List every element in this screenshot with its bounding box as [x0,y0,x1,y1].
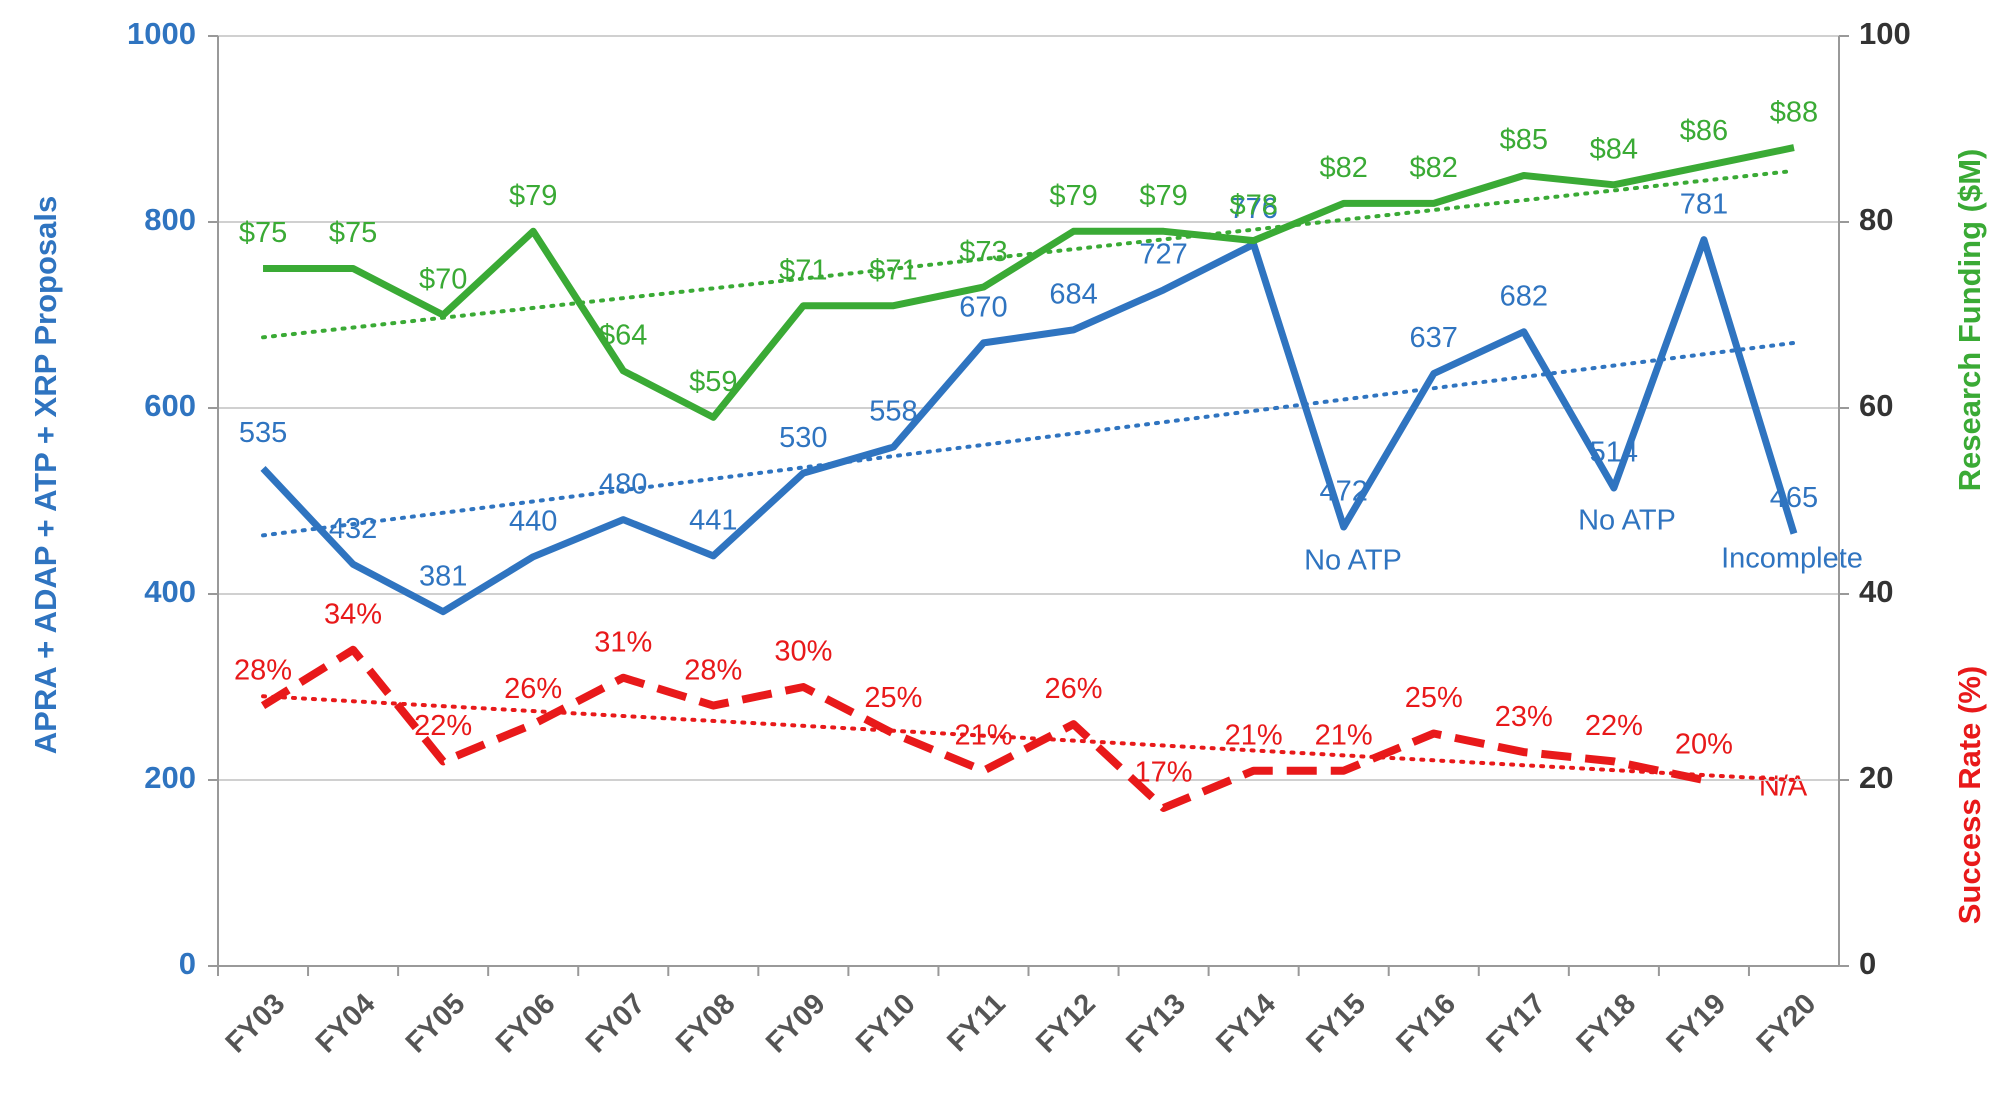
data-label: 21% [1315,719,1373,751]
x-tick-label: FY09 [760,988,832,1060]
data-label: 530 [779,422,827,454]
data-label: 25% [1405,682,1463,714]
data-label: 441 [689,505,737,537]
data-label: $86 [1680,115,1728,147]
data-line [260,645,1705,812]
y2-tick-label: 40 [1859,574,1893,609]
y-tick-label: 0 [179,946,196,981]
data-label: $82 [1410,152,1458,184]
data-label: 26% [1045,673,1103,705]
data-label: 682 [1500,280,1548,312]
data-label: $82 [1319,152,1367,184]
y2-tick-label: 80 [1859,202,1893,237]
data-label: 480 [599,468,647,500]
data-label: 31% [594,626,652,658]
data-label: 535 [239,417,287,449]
data-label: $84 [1590,133,1638,165]
data-label: $79 [1139,180,1187,212]
data-label: 670 [959,292,1007,324]
annotation: No ATP [1578,505,1676,537]
x-tick-label: FY13 [1120,988,1192,1060]
data-label: $71 [869,254,917,286]
y2-tick-label: 100 [1859,16,1911,51]
data-label: 514 [1590,437,1638,469]
annotation: N/A [1759,771,1808,803]
x-tick-label: FY06 [490,988,562,1060]
data-label: $64 [599,319,647,351]
data-label: 440 [509,505,557,537]
y2-tick-label: 0 [1859,946,1876,981]
data-label: $71 [779,254,827,286]
data-label: $70 [419,264,467,296]
y2-axis-title: Research Funding ($M) [1952,149,1987,492]
data-label: $78 [1229,189,1277,221]
data-label: 432 [329,513,377,545]
x-tick-label: FY07 [580,988,652,1060]
data-label: 558 [869,396,917,428]
data-label: $75 [329,217,377,249]
annotation: No ATP [1304,545,1402,577]
data-label: 25% [864,682,922,714]
data-label: 21% [1225,719,1283,751]
x-tick-label: FY03 [220,988,292,1060]
y2-tick-label: 60 [1859,388,1893,423]
data-label: $85 [1500,124,1548,156]
x-tick-label: FY14 [1210,988,1282,1060]
data-label: 22% [1585,710,1643,742]
data-label: 21% [954,719,1012,751]
data-label: 28% [684,654,742,686]
data-label: 637 [1410,322,1458,354]
data-label: 34% [324,598,382,630]
data-label: $75 [239,217,287,249]
x-tick-label: FY12 [1030,988,1102,1060]
trendline [261,168,1796,340]
x-tick-label: FY05 [400,988,472,1060]
y-tick-label: 400 [144,574,196,609]
data-label: 17% [1135,757,1193,789]
data-label: $73 [959,236,1007,268]
x-tick-label: FY11 [941,988,1012,1059]
data-label: 22% [414,710,472,742]
data-label: 381 [419,560,467,592]
data-line [260,236,1798,616]
y-tick-label: 600 [144,388,196,423]
data-label: 776 [1229,193,1277,225]
data-label: 23% [1495,701,1553,733]
y-tick-label: 800 [144,202,196,237]
data-line [263,144,1795,421]
data-label: 30% [774,636,832,668]
x-tick-label: FY04 [310,988,382,1060]
x-tick-label: FY20 [1751,988,1823,1060]
data-label: 727 [1139,239,1187,271]
x-tick-label: FY19 [1661,988,1733,1060]
y2-tick-label: 20 [1859,760,1893,795]
data-label: 28% [234,654,292,686]
data-label: $88 [1770,96,1818,128]
annotation: Incomplete [1721,543,1863,575]
y-tick-label: 1000 [127,16,196,51]
x-tick-label: FY15 [1300,988,1372,1060]
x-tick-label: FY16 [1390,988,1462,1060]
trendline [261,340,1796,538]
x-tick-label: FY17 [1481,988,1553,1060]
x-tick-label: FY10 [850,988,922,1060]
data-label: 20% [1675,729,1733,761]
y2-axis-title-secondary: Success Rate (%) [1952,666,1987,924]
data-label: $79 [509,180,557,212]
data-label: 26% [504,673,562,705]
y-axis-title: APRA + ADAP + ATP + XRP Proposals [28,196,63,754]
x-tick-label: FY18 [1571,988,1643,1060]
data-label: 465 [1770,482,1818,514]
data-label: 684 [1049,279,1097,311]
y-tick-label: 200 [144,760,196,795]
data-label: 781 [1680,188,1728,220]
data-label: $79 [1049,180,1097,212]
data-label: $59 [689,366,737,398]
x-tick-label: FY08 [670,988,742,1060]
data-label: 472 [1319,476,1367,508]
trendline [261,694,1796,782]
